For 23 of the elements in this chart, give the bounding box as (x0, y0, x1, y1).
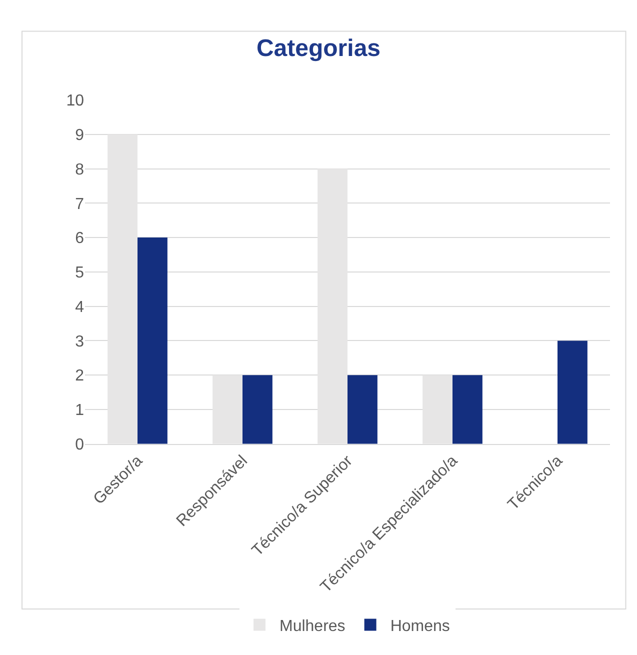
bar (318, 168, 348, 444)
y-tick-label: 5 (75, 264, 84, 282)
bar (108, 134, 138, 444)
legend-label: Homens (390, 618, 450, 636)
y-tick-label: 0 (75, 436, 84, 454)
y-tick-label: 2 (75, 368, 84, 385)
chart-title: Categorias (256, 35, 381, 62)
y-tick-label: 10 (66, 92, 84, 110)
y-tick-label: 3 (75, 333, 84, 350)
bar (558, 340, 588, 444)
bar (138, 238, 168, 444)
bar (452, 375, 482, 444)
y-tick-label: 7 (75, 196, 84, 213)
bar (348, 375, 378, 444)
y-tick-label: 1 (75, 402, 84, 420)
y-tick-label: 4 (75, 298, 84, 316)
y-tick-label: 9 (75, 126, 84, 144)
bar (212, 375, 242, 444)
legend-label: Mulheres (280, 618, 346, 636)
bar (422, 375, 452, 444)
y-tick-label: 8 (75, 161, 84, 178)
y-tick-label: 6 (75, 230, 84, 248)
bar (242, 375, 272, 444)
